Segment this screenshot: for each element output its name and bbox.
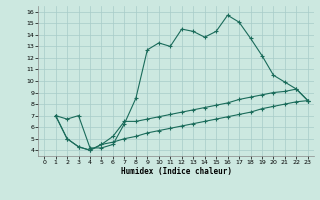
X-axis label: Humidex (Indice chaleur): Humidex (Indice chaleur) (121, 167, 231, 176)
